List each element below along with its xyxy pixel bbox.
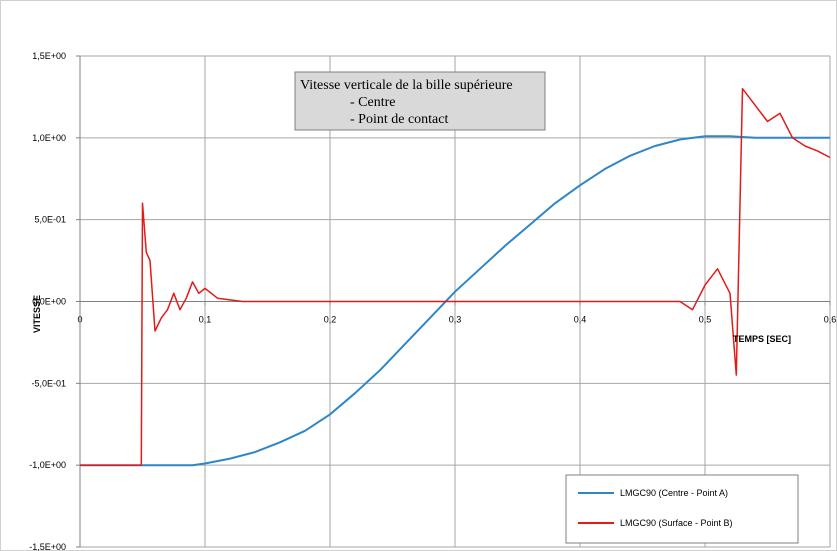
y-tick-label: -5,0E-01 (31, 378, 66, 388)
y-axis-title: VITESSE (32, 295, 42, 333)
legend-label-surface: LMGC90 (Surface - Point B) (620, 518, 733, 528)
x-tick-label: 0,3 (449, 315, 462, 325)
x-tick-label: 0,2 (324, 315, 337, 325)
series-line-surface (80, 87, 831, 466)
y-tick-label: 0,0E+00 (32, 297, 66, 307)
series-line-centre (80, 135, 830, 467)
y-tick-label: 5,0E-01 (34, 215, 66, 225)
y-tick-label: 1,0E+00 (32, 133, 66, 143)
legend: LMGC90 (Centre - Point A) LMGC90 (Surfac… (565, 474, 799, 544)
legend-box (565, 474, 799, 544)
annotation-line-3: - Point de contact (350, 112, 448, 127)
x-tick-label: 0,6 (824, 315, 837, 325)
annotation-line-1: Vitesse verticale de la bille supérieure (300, 78, 513, 93)
y-tick-label: 1,5E+00 (32, 51, 66, 61)
annotation-background (294, 71, 546, 131)
x-tick-label: 0,4 (574, 315, 587, 325)
x-tick-label: 0,5 (699, 315, 712, 325)
legend-label-centre: LMGC90 (Centre - Point A) (620, 488, 728, 498)
x-axis-title: TEMPS [SEC] (733, 334, 791, 344)
x-tick-label: 0,1 (199, 315, 212, 325)
annotation-box: Vitesse verticale de la bille supérieure… (294, 71, 546, 131)
series-lines (80, 87, 831, 467)
annotation-line-2: - Centre (350, 95, 395, 110)
y-tick-label: -1,0E+00 (29, 460, 66, 470)
y-tick-label: -1,5E+00 (29, 542, 66, 551)
